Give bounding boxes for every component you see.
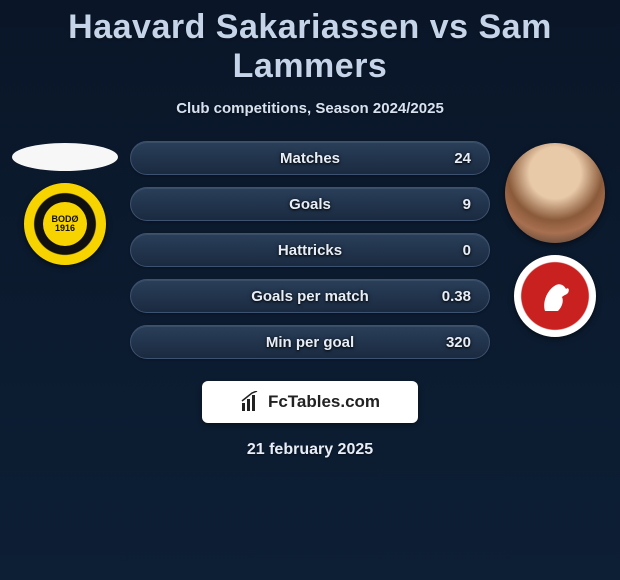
stat-value-right: 24 (454, 150, 471, 167)
horse-icon (530, 271, 580, 321)
club-badge-right-inner (530, 271, 580, 321)
source-logo[interactable]: FcTables.com (202, 381, 418, 423)
stat-label: Matches (280, 150, 340, 167)
stat-bar-hattricks: Hattricks 0 (130, 233, 490, 267)
source-logo-text: FcTables.com (268, 392, 380, 412)
stat-label: Hattricks (278, 242, 342, 259)
subtitle: Club competitions, Season 2024/2025 (0, 100, 620, 117)
comparison-card: Haavard Sakariassen vs Sam Lammers Club … (0, 0, 620, 459)
stat-bar-goals-per-match: Goals per match 0.38 (130, 279, 490, 313)
player-photo-placeholder-left (12, 143, 118, 171)
page-title: Haavard Sakariassen vs Sam Lammers (0, 8, 620, 86)
right-player-column (500, 137, 610, 337)
stat-label: Goals (289, 196, 331, 213)
date-label: 21 february 2025 (0, 441, 620, 459)
stat-value-right: 320 (446, 334, 471, 351)
stat-label: Min per goal (266, 334, 354, 351)
player-photo-right (505, 143, 605, 243)
stat-value-right: 9 (463, 196, 471, 213)
club-badge-left: BODØ 1916 (24, 183, 106, 265)
stat-value-right: 0 (463, 242, 471, 259)
stat-bar-min-per-goal: Min per goal 320 (130, 325, 490, 359)
stat-bars: Matches 24 Goals 9 Hattricks 0 Goals per… (130, 137, 490, 359)
bar-chart-icon (240, 391, 262, 413)
stat-label: Goals per match (251, 288, 369, 305)
stat-bar-matches: Matches 24 (130, 141, 490, 175)
club-badge-left-inner: BODØ 1916 (43, 202, 87, 246)
main-row: BODØ 1916 Matches 24 Goals 9 Hattricks 0… (0, 137, 620, 359)
stat-value-right: 0.38 (442, 288, 471, 305)
stat-bar-goals: Goals 9 (130, 187, 490, 221)
club-badge-right (514, 255, 596, 337)
left-player-column: BODØ 1916 (10, 137, 120, 265)
